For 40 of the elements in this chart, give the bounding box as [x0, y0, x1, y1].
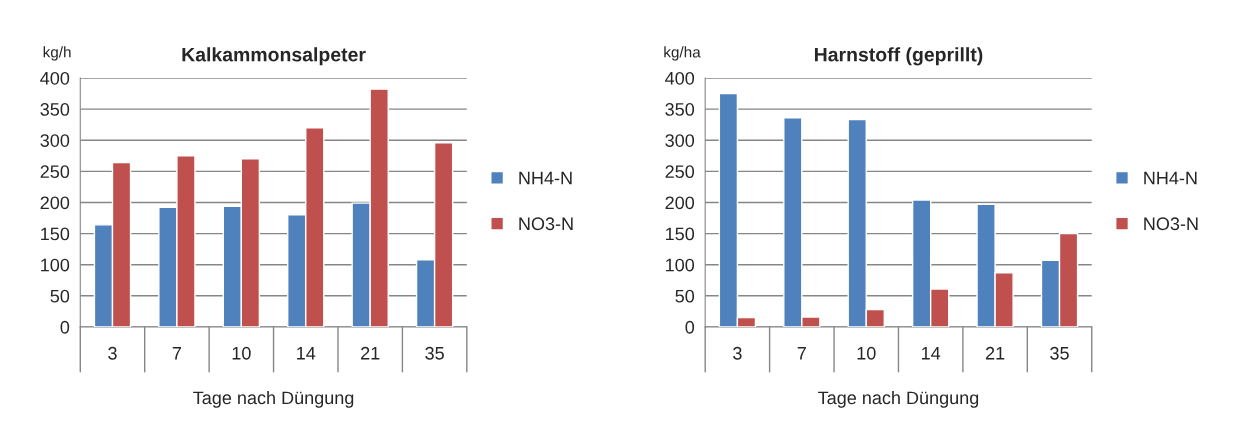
x-tick-label: 14 — [297, 347, 316, 360]
chart-title: Kalkammonsalpeter — [182, 47, 366, 66]
y-axis-title: kg/ha — [664, 46, 701, 61]
y-tick-label: 100 — [666, 258, 695, 272]
x-axis-title: Tage nach Düngung — [818, 390, 979, 408]
x-tick-label: 7 — [797, 347, 806, 360]
x-tick-label: 3 — [733, 346, 742, 360]
y-tick-label: 0 — [60, 320, 70, 334]
y-tick-label: 50 — [675, 289, 695, 303]
y-tick-label: 350 — [40, 103, 70, 116]
y-tick-label: 200 — [40, 196, 70, 210]
y-tick-label: 300 — [665, 134, 695, 147]
x-tick-label: 10 — [232, 346, 251, 360]
x-tick-label: 14 — [922, 347, 941, 360]
legend-label: NO3-N — [519, 217, 573, 231]
x-tick-label: 35 — [425, 346, 444, 360]
y-tick-label: 400 — [665, 71, 695, 85]
legend-label: NO3-N — [1144, 217, 1198, 231]
x-axis-title: Tage nach Düngung — [193, 390, 354, 408]
legend-label: NH4-N — [1144, 171, 1197, 185]
y-tick-label: 150 — [41, 227, 70, 241]
y-tick-label: 300 — [40, 134, 70, 147]
y-axis-title: kg/h — [43, 46, 71, 61]
x-tick-label: 35 — [1050, 346, 1069, 360]
y-tick-label: 250 — [40, 165, 70, 179]
y-tick-label: 400 — [40, 71, 70, 85]
y-tick-label: 100 — [41, 258, 70, 272]
y-tick-label: 200 — [665, 196, 695, 210]
x-tick-label: 21 — [985, 346, 1005, 360]
legend-label: NH4-N — [519, 171, 572, 185]
x-tick-label: 10 — [857, 346, 876, 360]
y-tick-label: 250 — [665, 165, 695, 179]
x-tick-label: 7 — [172, 347, 182, 360]
y-tick-label: 0 — [685, 320, 695, 334]
chart-title: Harnstoff (geprillt) — [814, 47, 983, 66]
x-tick-label: 21 — [361, 346, 380, 360]
y-tick-label: 50 — [50, 289, 70, 303]
y-tick-label: 350 — [665, 103, 695, 116]
y-tick-label: 150 — [666, 227, 695, 241]
x-tick-label: 3 — [108, 346, 117, 360]
